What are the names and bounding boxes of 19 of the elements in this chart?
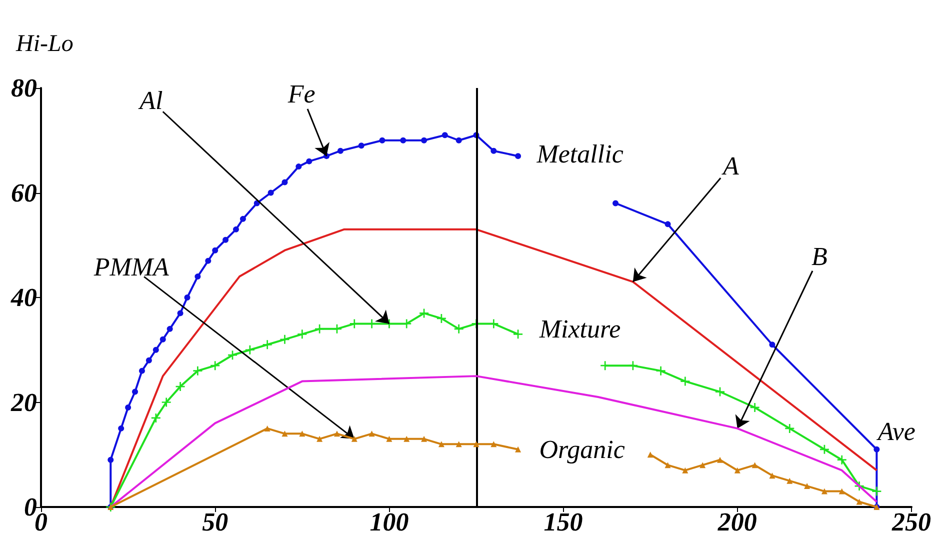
- x-tick-label: 100: [370, 508, 409, 536]
- annotation: Metallic: [536, 140, 624, 169]
- y-tick-label: 80: [11, 74, 37, 102]
- y-tick-label: 40: [10, 283, 37, 312]
- annotation: Ave: [876, 416, 916, 446]
- x-tick-label: 50: [202, 508, 228, 536]
- annotation: Fe: [286, 80, 316, 109]
- annotation: Organic: [539, 434, 626, 464]
- x-tick-label: 250: [891, 508, 931, 536]
- annotation: PMMA: [92, 252, 170, 282]
- y-tick-label: 20: [10, 388, 37, 417]
- x-tick-label: 200: [716, 508, 757, 536]
- y-tick-label: 60: [11, 178, 37, 208]
- annotation: Mixture: [538, 314, 621, 344]
- annotation: B: [811, 242, 828, 271]
- annotation: Al: [138, 86, 163, 116]
- annotation: A: [720, 151, 739, 180]
- y-axis-title: Hi-Lo: [15, 31, 74, 57]
- x-tick-label: 150: [544, 508, 583, 536]
